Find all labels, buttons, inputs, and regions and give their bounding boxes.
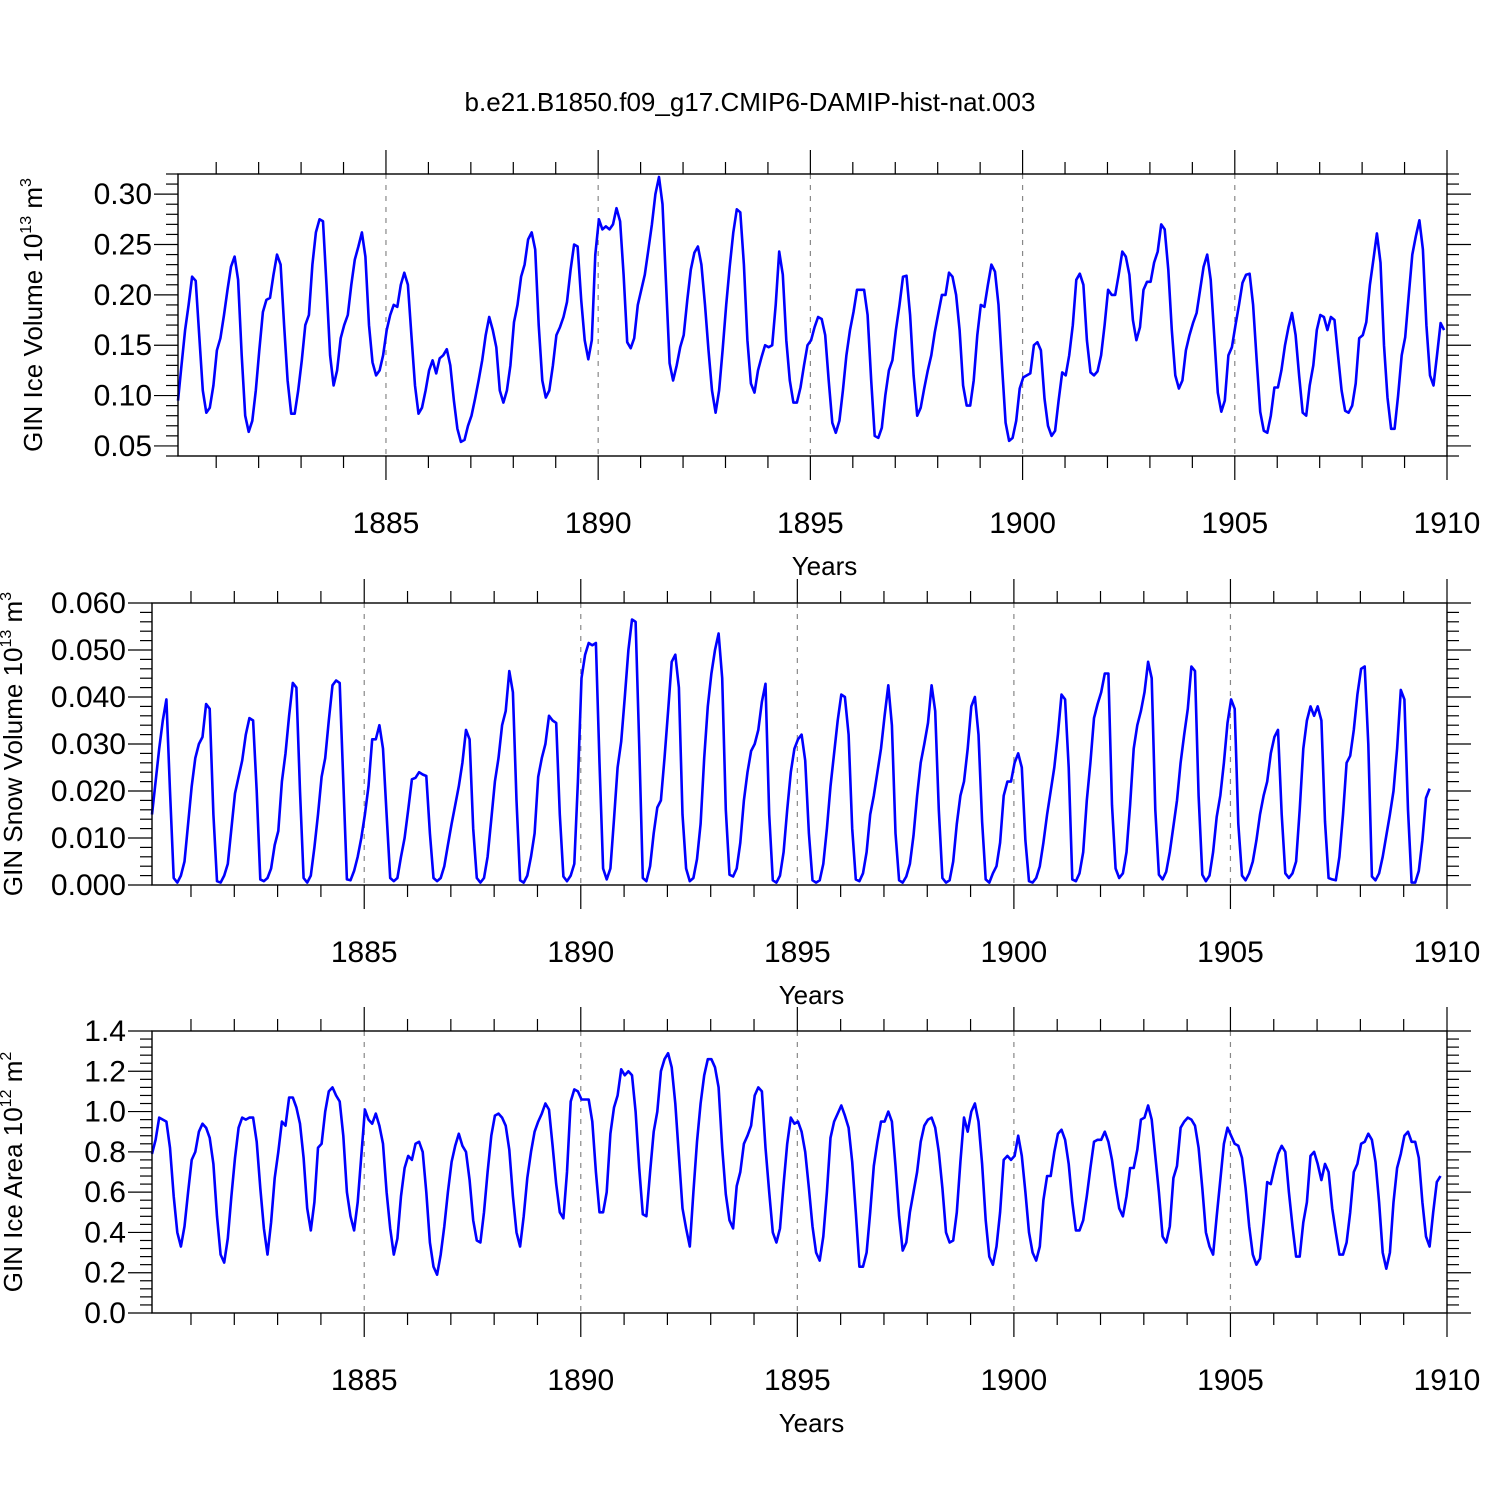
x-tick-label: 1885	[331, 1364, 398, 1397]
panel-1: 0.05 0.10 0.15 0.20 0.25 0.30 1885 1890 1895 1900…	[18, 150, 1480, 581]
y-tick-label: 0.020	[51, 775, 126, 808]
x-tick-label: 1905	[1197, 936, 1264, 969]
plot-frame	[151, 602, 1448, 886]
x-tick-label: 1900	[989, 507, 1056, 540]
y-tick-label: 0.8	[84, 1136, 126, 1169]
panels: 0.05 0.10 0.15 0.20 0.25 0.30 1885 1890 1895 1900…	[0, 150, 1480, 1438]
x-axis-label: Years	[779, 980, 845, 1010]
y-tick-label: 0.6	[84, 1176, 126, 1209]
y-tick-label: 0.05	[94, 430, 152, 463]
x-tick-label: 1895	[764, 1364, 831, 1397]
y-axis-label: GIN Ice Volume 1013 m3	[18, 178, 48, 452]
x-axis-label: Years	[792, 551, 858, 581]
x-tick-label: 1895	[777, 507, 844, 540]
y-tick-label: 0.20	[94, 279, 152, 312]
y-tick-label: 0.010	[51, 822, 126, 855]
plot-frame	[151, 1030, 1448, 1314]
y-tick-label: 0.30	[94, 178, 152, 211]
y-tick-label: 0.25	[94, 229, 152, 262]
y-tick-label: 0.050	[51, 634, 126, 667]
series-line	[150, 618, 1431, 884]
x-tick-label: 1900	[981, 1364, 1048, 1397]
y-tick-label: 0.2	[84, 1257, 126, 1290]
y-tick-label: 1.2	[84, 1055, 126, 1088]
y-tick-label: 0.15	[94, 329, 152, 362]
y-tick-label: 0.030	[51, 728, 126, 761]
y-tick-label: 1.0	[84, 1096, 126, 1129]
figure-title: b.e21.B1850.f09_g17.CMIP6-DAMIP-hist-nat…	[465, 87, 1036, 117]
x-tick-label: 1905	[1201, 507, 1268, 540]
y-tick-label: 0.000	[51, 869, 126, 902]
series-line	[176, 175, 1446, 444]
y-tick-label: 1.4	[84, 1015, 126, 1048]
x-tick-label: 1905	[1197, 1364, 1264, 1397]
y-axis-label: GIN Ice Area 1012 m2	[0, 1052, 28, 1293]
x-tick-label: 1910	[1414, 1364, 1481, 1397]
panel-2: 0.000 0.010 0.020 0.030 0.040 0.050 0.060 1885 1…	[0, 579, 1480, 1010]
y-tick-label: 0.040	[51, 681, 126, 714]
x-tick-label: 1885	[331, 936, 398, 969]
y-tick-label: 0.0	[84, 1297, 126, 1330]
x-tick-label: 1910	[1414, 507, 1481, 540]
x-tick-label: 1890	[565, 507, 632, 540]
x-tick-label: 1895	[764, 936, 831, 969]
y-tick-label: 0.10	[94, 380, 152, 413]
y-axis-label: GIN Snow Volume 1013 m3	[0, 592, 28, 896]
x-tick-label: 1910	[1414, 936, 1481, 969]
y-tick-label: 0.4	[84, 1216, 126, 1249]
x-tick-label: 1890	[547, 936, 614, 969]
x-tick-label: 1885	[353, 507, 420, 540]
x-tick-label: 1890	[547, 1364, 614, 1397]
y-tick-label: 0.060	[51, 587, 126, 620]
x-tick-label: 1900	[981, 936, 1048, 969]
plot-frame	[177, 173, 1448, 457]
x-axis-label: Years	[779, 1408, 845, 1438]
series-line	[150, 1051, 1442, 1276]
panel-3: 0.0 0.2 0.4 0.6 0.8 1.0 1.2 1.4 1885 1890 1895 1900…	[0, 1007, 1480, 1438]
